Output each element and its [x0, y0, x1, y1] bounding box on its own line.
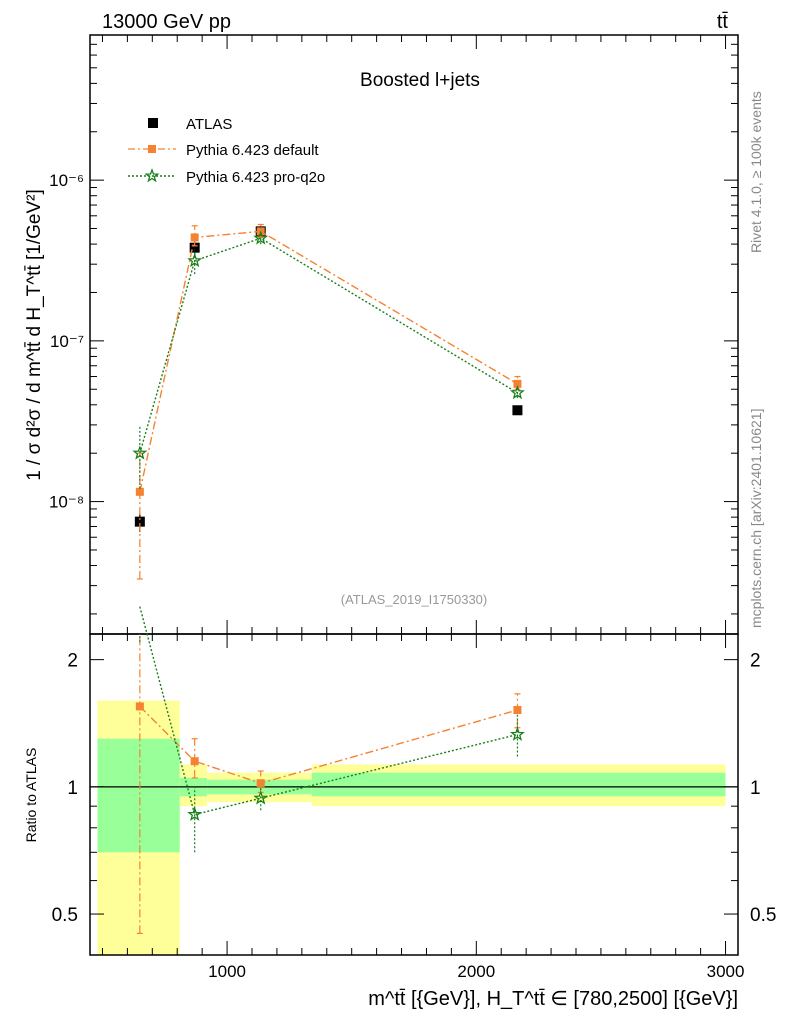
y-tick-label: 10⁻⁷	[50, 332, 84, 351]
band-inner	[311, 772, 726, 797]
mcplots-label: mcplots.cern.ch [arXiv:2401.10621]	[748, 409, 764, 628]
series-2	[132, 230, 525, 853]
ratio-point	[513, 706, 522, 715]
ratio-tick-label-right: 2	[750, 651, 761, 672]
plot-title: Boosted l+jets	[360, 70, 480, 91]
bottom-frame	[89, 633, 739, 956]
data-point	[135, 487, 144, 496]
ratio-point	[256, 779, 265, 788]
x-tick-label: 1000	[208, 962, 246, 981]
series-line	[139, 230, 518, 492]
xlabel: m^tt̄ [{GeV}], H_T^tt̄ ∈ [780,2500] [{Ge…	[368, 988, 738, 1010]
band-inner	[97, 738, 180, 853]
ticks: 1000 2000 3000 10⁻⁸ 10⁻⁷ 10⁻⁶ 0.5 0.5 1 1 2 2	[49, 34, 776, 981]
series-line	[139, 237, 518, 454]
series	[132, 223, 525, 934]
data-point	[187, 252, 203, 268]
ratio-line	[139, 705, 518, 784]
bottom-ylabel: Ratio to ATLAS	[23, 748, 39, 843]
legend-label-proq2o: Pythia 6.423 pro-q2o	[186, 169, 325, 186]
ratio-tick-label-left: 0.5	[52, 905, 78, 926]
axes-frame	[89, 34, 739, 956]
ratio-tick-label-right: 1	[750, 778, 761, 799]
ratio-point	[253, 790, 269, 805]
ratio-point	[190, 757, 199, 766]
y-tick-label: 10⁻⁶	[49, 171, 84, 190]
ratio-point	[135, 702, 144, 711]
data-point	[190, 233, 199, 242]
legend-marker-proq2o	[144, 168, 160, 183]
x-tick-label: 3000	[707, 962, 745, 981]
ratio-tick-label-left: 2	[67, 651, 78, 672]
data-point	[253, 230, 269, 245]
data-point	[513, 379, 522, 388]
series-1	[135, 223, 522, 934]
legend-label-default: Pythia 6.423 default	[186, 142, 319, 159]
analysis-id: (ATLAS_2019_I1750330)	[341, 592, 487, 607]
ratio-point	[509, 726, 525, 741]
ratio-tick-label-right: 0.5	[750, 905, 776, 926]
rivet-label: Rivet 4.1.0, ≥ 100k events	[748, 91, 764, 253]
header-left: 13000 GeV pp	[102, 11, 231, 33]
top-ylabel: 1 / σ d²σ / d m^tt̄ d H_T^tt̄ [1/GeV²]	[24, 189, 45, 481]
data-point	[509, 384, 525, 400]
y-tick-label: 10⁻⁸	[49, 493, 84, 512]
legend: ATLAS Pythia 6.423 default Pythia 6.423 …	[128, 116, 325, 186]
data-point	[134, 516, 145, 527]
ratio-tick-label-left: 1	[67, 778, 78, 799]
legend-label-atlas: ATLAS	[186, 116, 232, 133]
data-point	[189, 242, 200, 253]
x-tick-label: 2000	[457, 962, 495, 981]
ratio-line	[139, 606, 518, 816]
data-point	[512, 405, 523, 416]
data-point	[132, 445, 148, 460]
ratio-point	[187, 806, 203, 821]
legend-marker-default	[148, 145, 156, 153]
header-right: tt̄	[717, 11, 729, 33]
legend-marker-atlas	[148, 118, 158, 128]
